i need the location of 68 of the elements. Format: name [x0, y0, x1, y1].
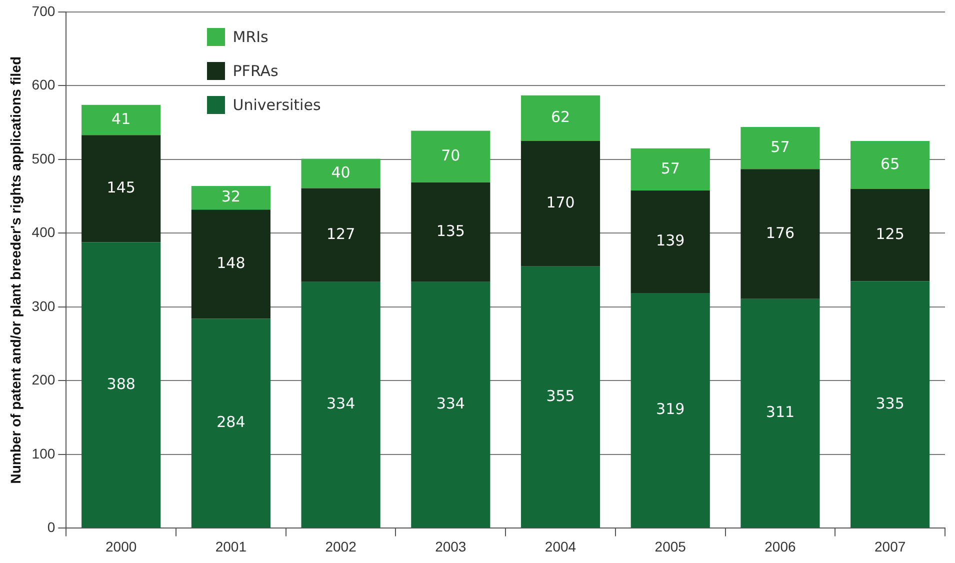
data-label: 57 — [660, 159, 680, 178]
x-tick-label: 2002 — [325, 538, 357, 554]
data-label: 145 — [106, 178, 136, 197]
data-label: 32 — [221, 188, 240, 206]
bar — [850, 281, 930, 528]
y-tick-label: 0 — [47, 519, 56, 536]
bar — [520, 266, 600, 528]
bar — [850, 141, 930, 189]
y-axis-title: Number of patent and/or plant breeder's rights applications filed — [7, 56, 24, 484]
x-tick-label: 2001 — [215, 538, 247, 554]
data-label: 334 — [436, 394, 465, 413]
data-label: 40 — [331, 163, 350, 182]
y-tick-label: 200 — [32, 372, 56, 388]
data-label: 284 — [216, 413, 246, 432]
data-label: 334 — [326, 394, 356, 413]
bar — [411, 282, 490, 528]
data-label: 148 — [216, 254, 246, 272]
bar — [82, 242, 161, 528]
y-tick-label: 400 — [32, 224, 56, 240]
bar — [301, 282, 380, 528]
bar — [82, 135, 161, 242]
bar — [301, 188, 380, 282]
bar — [740, 127, 820, 170]
bar — [191, 186, 270, 210]
bar — [191, 318, 270, 528]
x-tick-label: 2007 — [874, 538, 906, 554]
data-label: 62 — [550, 108, 570, 126]
bar — [411, 182, 490, 282]
x-tick-label: 2003 — [435, 538, 466, 554]
bar — [630, 190, 710, 293]
data-label: 170 — [546, 194, 575, 212]
data-label: 135 — [436, 222, 465, 240]
data-label: 125 — [876, 224, 904, 243]
x-tick-label: 2004 — [544, 538, 576, 554]
data-label: 311 — [766, 403, 795, 422]
data-label: 70 — [441, 146, 460, 164]
data-label: 355 — [546, 386, 575, 405]
legend-label: PFRAs — [232, 62, 278, 80]
data-label: 139 — [656, 232, 685, 250]
data-label: 335 — [876, 394, 904, 412]
bar — [740, 169, 820, 299]
legend-label: MRIs — [232, 28, 268, 46]
bar — [411, 130, 490, 182]
bar — [520, 95, 600, 142]
data-label: 127 — [326, 224, 356, 243]
data-label: 65 — [880, 154, 900, 173]
y-tick-label: 500 — [32, 150, 56, 166]
y-tick-label: 600 — [32, 76, 56, 93]
bar — [630, 148, 710, 190]
x-tick-label: 2005 — [654, 538, 686, 554]
bar — [82, 104, 161, 136]
bar — [850, 188, 930, 282]
data-label: 41 — [112, 110, 131, 128]
data-label: 388 — [106, 374, 136, 393]
data-label: 176 — [766, 224, 795, 242]
x-tick-label: 2000 — [106, 538, 137, 554]
data-label: 57 — [770, 138, 790, 156]
bar — [191, 210, 270, 319]
y-tick-label: 700 — [32, 2, 56, 19]
y-tick-label: 300 — [32, 298, 56, 314]
bar — [301, 158, 380, 188]
bar — [630, 292, 710, 528]
legend-label: Universities — [232, 96, 321, 114]
x-tick-label: 2006 — [764, 538, 796, 554]
bar — [520, 141, 600, 266]
bar — [740, 298, 820, 528]
y-tick-label: 100 — [32, 445, 56, 462]
data-label: 319 — [656, 400, 685, 418]
